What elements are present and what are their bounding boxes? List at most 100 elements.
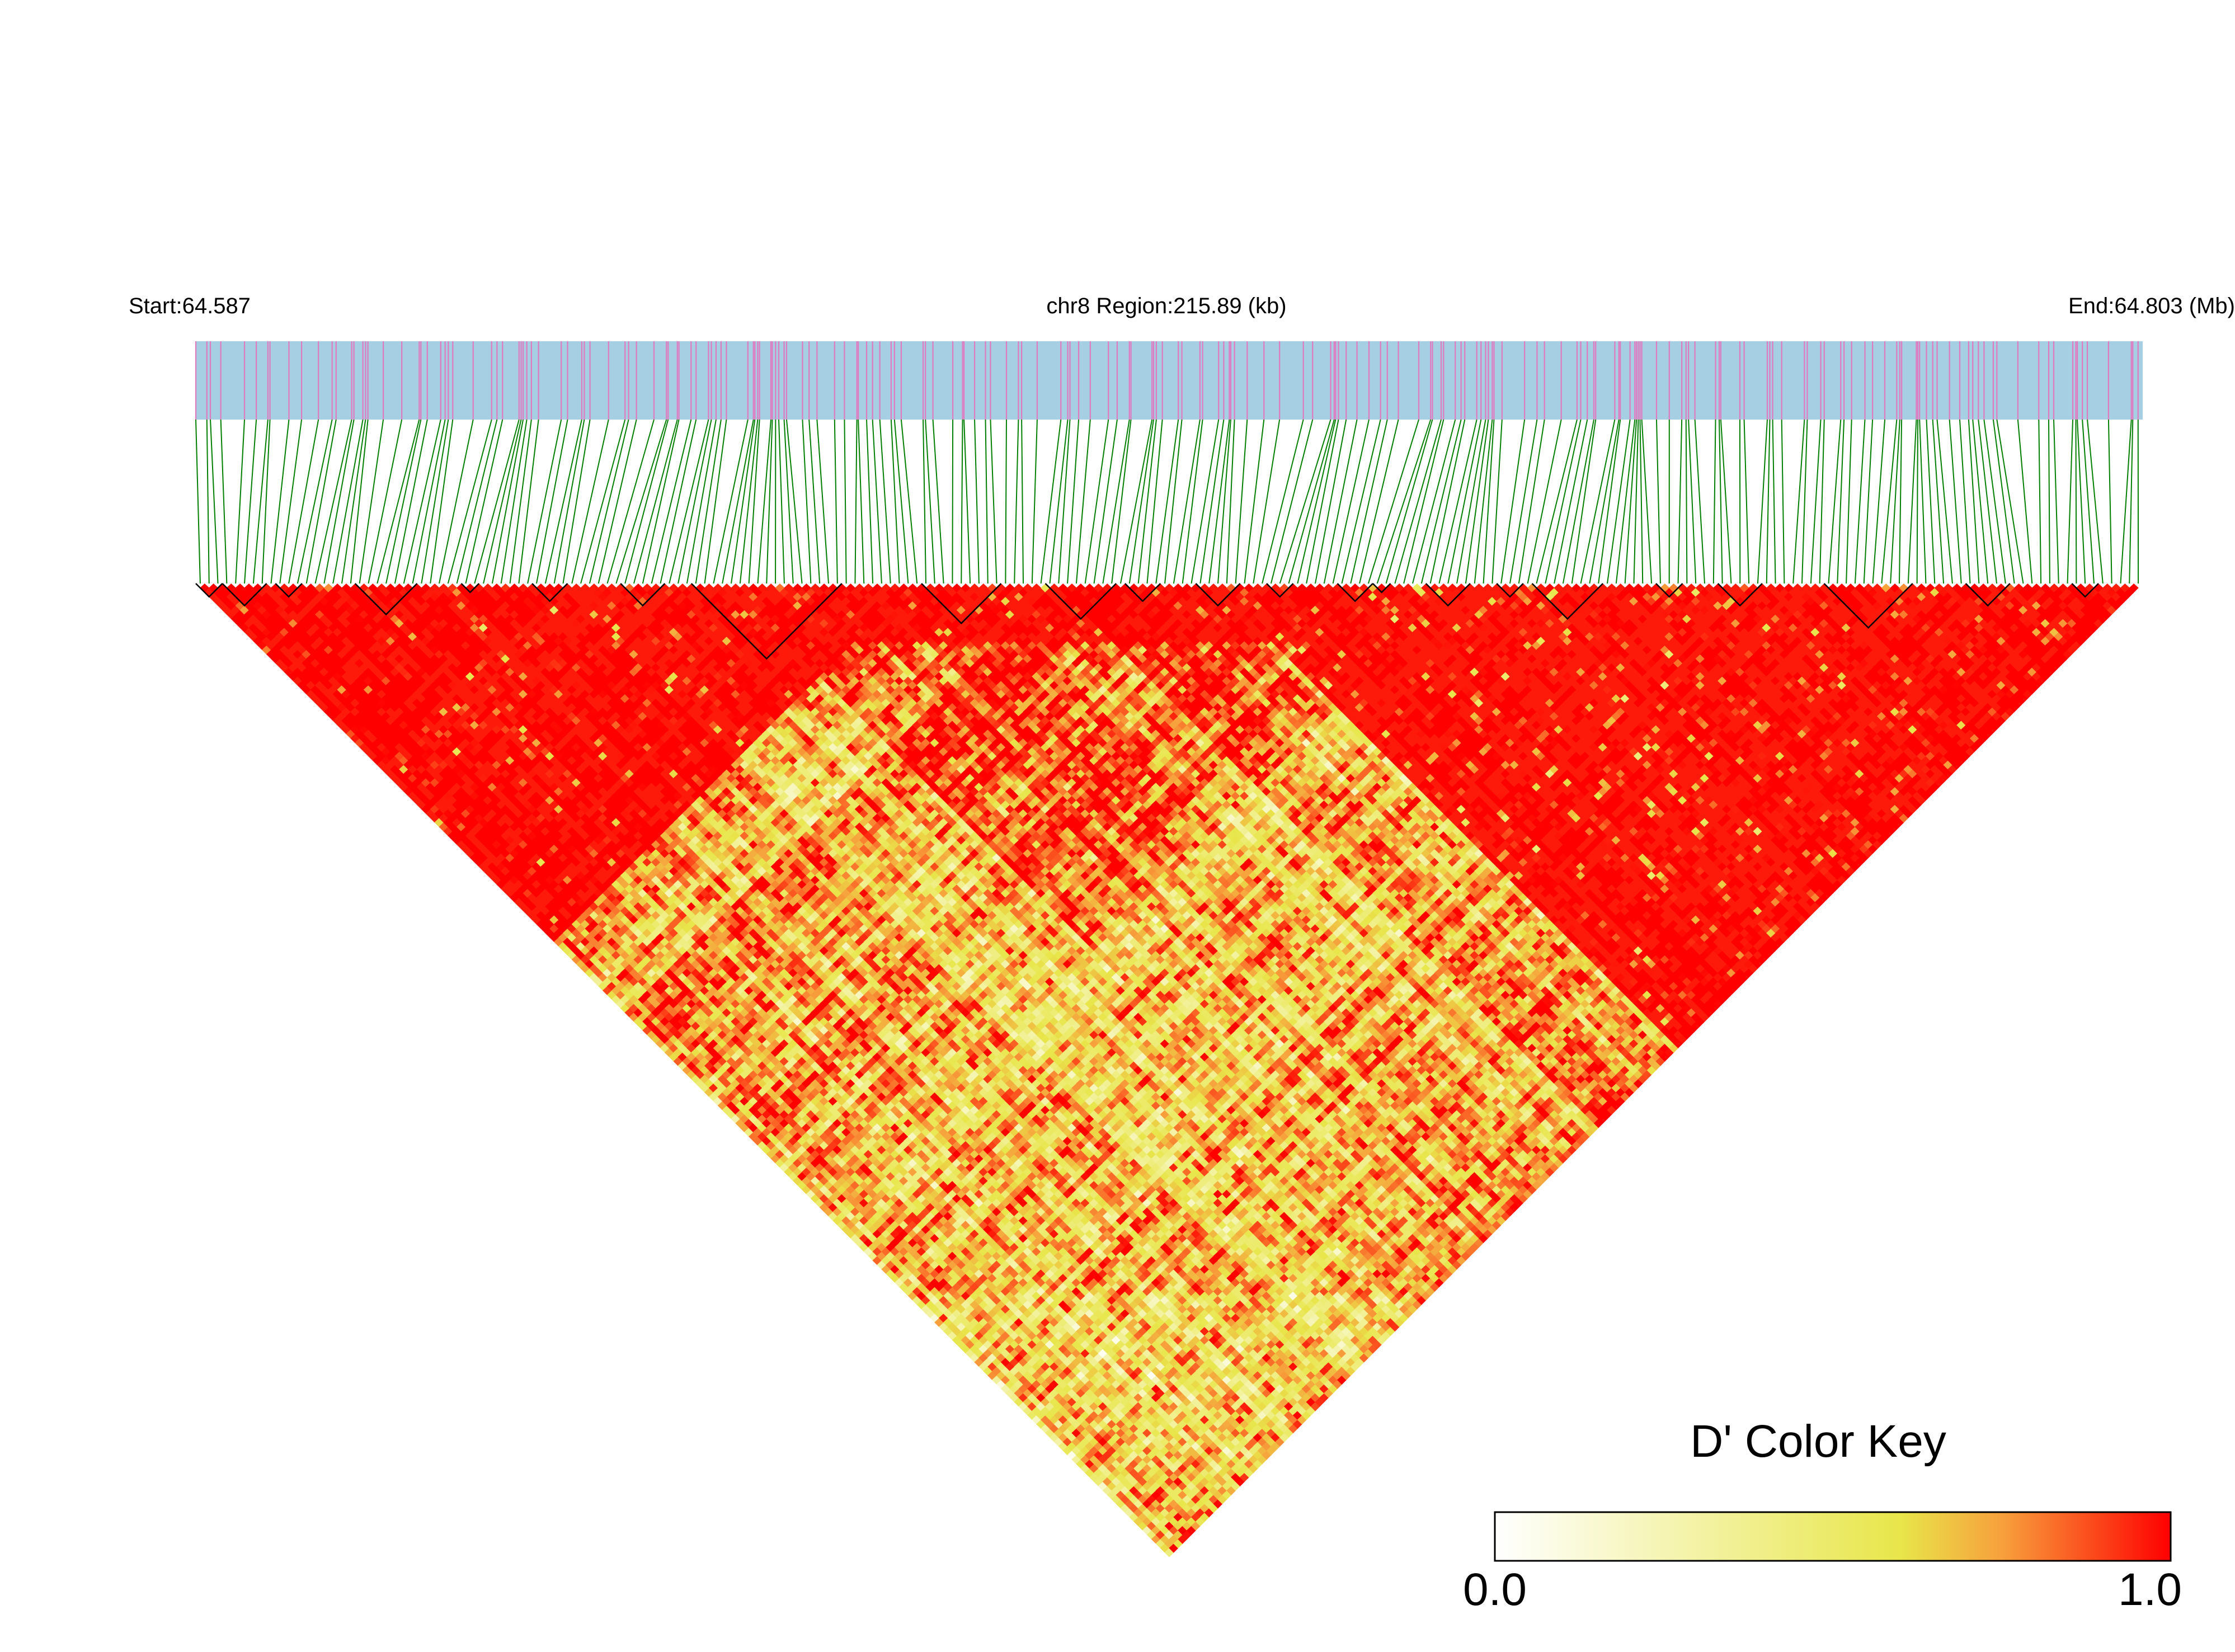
- snp-connector-line: [1509, 419, 1538, 584]
- snp-connector-line: [206, 419, 210, 584]
- snp-connector-line: [615, 419, 667, 584]
- ld-cell: [226, 583, 236, 593]
- snp-connector-line: [1959, 419, 1971, 584]
- snp-connector-line: [288, 419, 319, 584]
- snp-connector-line: [1270, 419, 1314, 584]
- snp-connector-line: [1049, 419, 1069, 584]
- snp-connector-line: [1208, 419, 1230, 584]
- snp-connector-line: [1005, 419, 1007, 584]
- snp-connector-line: [1367, 419, 1419, 584]
- snp-connector-line: [580, 419, 626, 584]
- snp-connector-line: [447, 419, 492, 584]
- snp-connector-line: [739, 419, 759, 584]
- snp-connector-line: [394, 419, 428, 584]
- snp-connector-line: [633, 419, 678, 584]
- snp-connector-line: [1253, 419, 1281, 584]
- snp-connector-line: [305, 419, 337, 584]
- snp-connector-line: [872, 419, 882, 584]
- snp-tick-group: [195, 341, 2139, 420]
- snp-connector-line: [536, 419, 568, 584]
- snp-connector-line: [1854, 419, 1866, 584]
- snp-connector-line: [985, 419, 989, 584]
- snp-connector-line: [1916, 419, 1918, 584]
- snp-connector-line: [1899, 419, 1903, 584]
- snp-connector-line: [509, 419, 532, 584]
- snp-connector-line: [1456, 419, 1486, 584]
- snp-connector-line: [1992, 419, 2015, 584]
- snp-connector-line: [1615, 419, 1636, 584]
- snp-connector-line: [1518, 419, 1545, 584]
- snp-connector-line: [879, 419, 891, 584]
- snp-connector-line: [722, 419, 754, 584]
- snp-connector-line: [1173, 419, 1201, 584]
- snp-connector-line: [377, 419, 420, 584]
- snp-connector-line: [1137, 419, 1157, 584]
- snp-connector-line: [2038, 419, 2042, 584]
- snp-connector-line: [1641, 419, 1653, 584]
- snp-connector-line: [1297, 419, 1337, 584]
- snp-connector-line: [677, 419, 712, 584]
- snp-connector-line: [1639, 419, 1644, 584]
- snp-connector-line: [1996, 419, 2024, 584]
- snp-connector-line: [1580, 419, 1616, 584]
- snp-connector-line: [686, 419, 717, 584]
- snp-connector-line: [1949, 419, 1962, 584]
- snp-connector-line: [1562, 419, 1594, 584]
- snp-connector-line: [270, 419, 290, 584]
- snp-connector-line: [1226, 419, 1235, 584]
- snp-connector-line: [1801, 419, 1808, 584]
- snp-connector-line: [474, 419, 520, 584]
- snp-connector-line: [244, 419, 257, 584]
- snp-connector-line: [1757, 419, 1768, 584]
- snp-connector-line: [553, 419, 585, 584]
- snp-connector-line: [974, 419, 980, 584]
- snp-connector-line: [624, 419, 669, 584]
- snp-connector-line: [1075, 419, 1091, 584]
- snp-connector-line: [1111, 419, 1132, 584]
- snp-connector-line: [1720, 419, 1732, 584]
- snp-connector-line: [527, 419, 562, 584]
- snp-connector-line: [1712, 419, 1716, 584]
- snp-connector-line: [1819, 419, 1825, 584]
- snp-connector-line: [932, 419, 944, 584]
- snp-connector-line: [731, 419, 756, 584]
- snp-connector-line: [1465, 419, 1489, 584]
- snp-connector-line: [834, 419, 838, 584]
- snp-connector-line: [858, 419, 865, 584]
- snp-connector-line: [332, 419, 364, 584]
- snp-connector-line: [1624, 419, 1638, 584]
- snp-connector-line: [1288, 419, 1335, 584]
- snp-connector-line: [757, 419, 771, 584]
- snp-connector-line: [748, 419, 760, 584]
- snp-connector-line: [1926, 419, 1936, 584]
- snp-connector-line: [456, 419, 498, 584]
- snp-connector-line: [1828, 419, 1842, 584]
- snp-connector-line: [1394, 419, 1442, 584]
- snp-connector-line: [2087, 419, 2104, 584]
- snp-connector-line: [961, 419, 963, 584]
- snp-connector-line: [1040, 419, 1062, 584]
- snp-connector-line: [403, 419, 441, 584]
- snp-connector-line: [1968, 419, 1980, 584]
- snp-connector-line: [597, 419, 637, 584]
- snp-connector-line: [1341, 419, 1381, 584]
- snp-connector-line: [1633, 419, 1639, 584]
- snp-connector-line: [1772, 419, 1776, 584]
- snp-connector-line: [1881, 419, 1898, 584]
- snp-connector-line: [866, 419, 874, 584]
- snp-connector-line: [2067, 419, 2074, 584]
- snp-connector-line: [963, 419, 971, 584]
- snp-connector-line: [562, 419, 591, 584]
- snp-connector-line: [1315, 419, 1347, 584]
- snp-position-track: [196, 341, 2143, 420]
- snp-connector-line: [261, 419, 271, 584]
- snp-connector-line: [1376, 419, 1432, 584]
- snp-connector-line: [1199, 419, 1225, 584]
- snp-connector-line: [1972, 419, 1989, 584]
- snp-connector-line: [491, 419, 524, 584]
- snp-connector-line: [297, 419, 333, 584]
- snp-connector-line: [2082, 419, 2095, 584]
- snp-connector-line: [1262, 419, 1304, 584]
- snp-connector-line: [1031, 419, 1038, 584]
- snp-connector-line: [606, 419, 655, 584]
